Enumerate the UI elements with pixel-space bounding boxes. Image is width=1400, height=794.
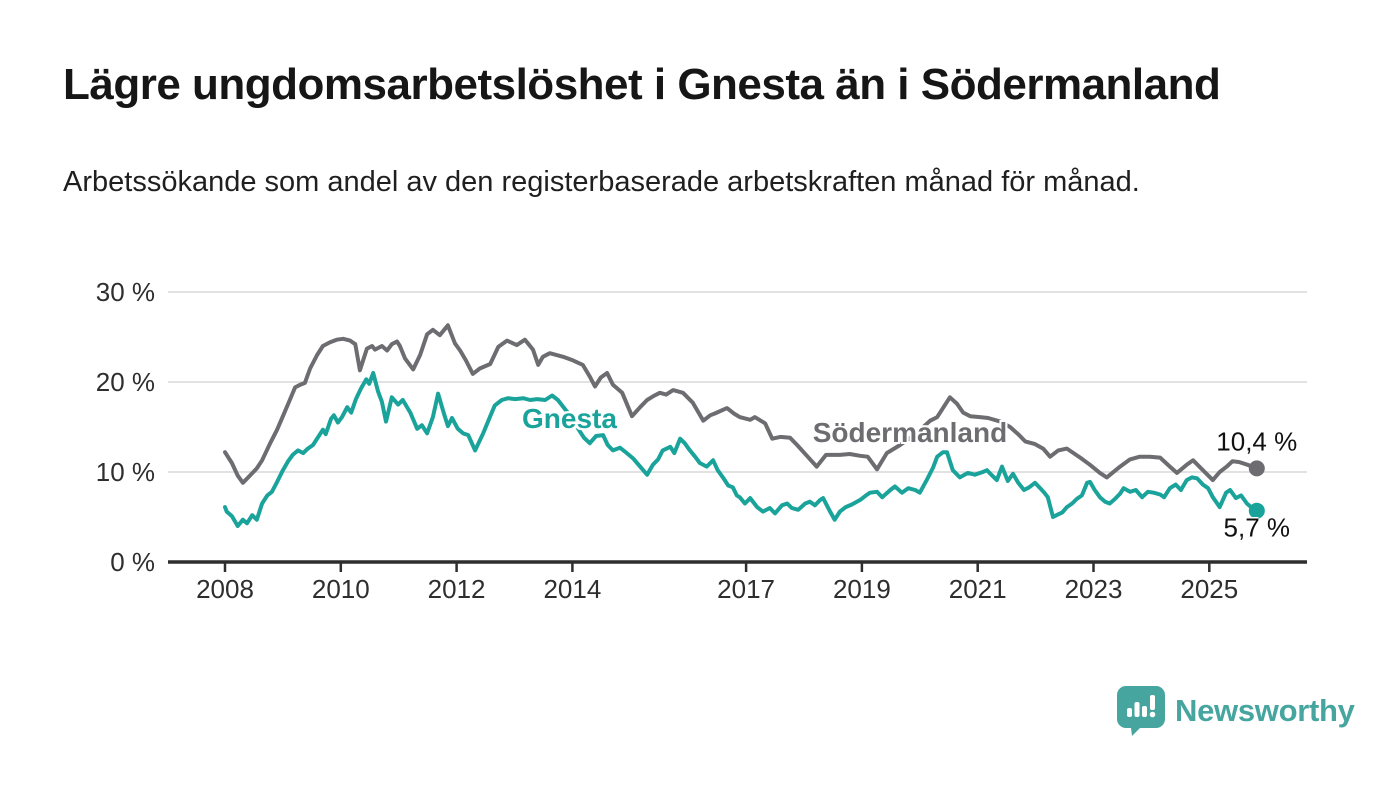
y-tick-label: 0 %: [110, 547, 155, 577]
line-series-gnesta: [223, 371, 1259, 528]
end-dot-gnesta: [1248, 502, 1265, 519]
line-series-södermanland: [223, 323, 1259, 485]
end-value-gnesta: 5,7 %: [1223, 512, 1291, 543]
newsworthy-logo: Newsworthy: [1117, 686, 1355, 736]
x-tick-label: 2008: [196, 574, 254, 604]
newsworthy-wordmark: Newsworthy: [1175, 693, 1355, 728]
x-tick-label: 2014: [543, 574, 601, 604]
x-tick-label: 2019: [833, 574, 891, 604]
y-tick-label: 20 %: [96, 367, 155, 397]
y-tick-label: 30 %: [96, 277, 155, 307]
x-tick-label: 2017: [717, 574, 775, 604]
newsworthy-bubble-chart-icon: [1117, 686, 1165, 736]
x-tick-label: 2010: [312, 574, 370, 604]
x-tick-label: 2025: [1180, 574, 1238, 604]
x-tick-label: 2021: [949, 574, 1007, 604]
page-title: Lägre ungdomsarbetslöshet i Gnesta än i …: [63, 60, 1221, 109]
end-dot-södermanland: [1248, 460, 1265, 477]
series-label-gnesta: Gnesta: [522, 402, 617, 434]
series-label-sodermanland: Södermanland: [812, 417, 1008, 449]
x-tick-label: 2023: [1065, 574, 1123, 604]
end-value-sodermanland: 10,4 %: [1216, 426, 1298, 457]
y-tick-label: 10 %: [96, 457, 155, 487]
x-tick-label: 2012: [428, 574, 486, 604]
chart-subtitle: Arbetssökande som andel av den registerb…: [63, 166, 1140, 198]
